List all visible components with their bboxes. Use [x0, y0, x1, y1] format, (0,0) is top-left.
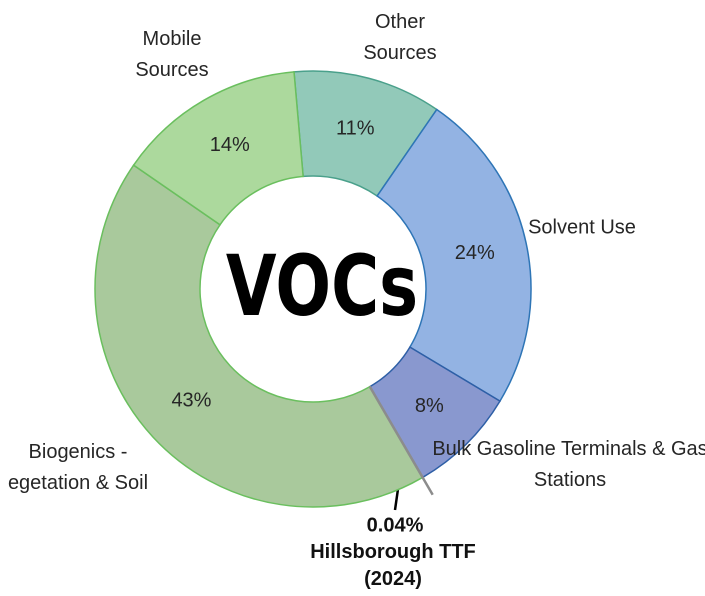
center-label: VOCs [226, 237, 418, 335]
thin-slice-line [368, 386, 434, 496]
category-label: Hillsborough TTF (2024) [310, 541, 476, 590]
value-label: 8% [415, 395, 444, 417]
value-label: 11% [336, 117, 375, 139]
value-label: 24% [455, 242, 495, 264]
slice [376, 108, 532, 403]
slice [132, 71, 304, 226]
value-label: 43% [171, 390, 211, 412]
value-label: 14% [210, 134, 250, 156]
category-label: Mobile Sources [135, 28, 209, 81]
category-label: Biogenics - egetation & Soil [7, 441, 149, 494]
category-label: Solvent Use [528, 216, 636, 239]
category-label: Other Sources [363, 11, 437, 64]
value-label: 0.04% [366, 514, 424, 537]
slice [94, 164, 424, 508]
category-label: Bulk Gasoline Terminals & Gas Stations [432, 438, 705, 491]
